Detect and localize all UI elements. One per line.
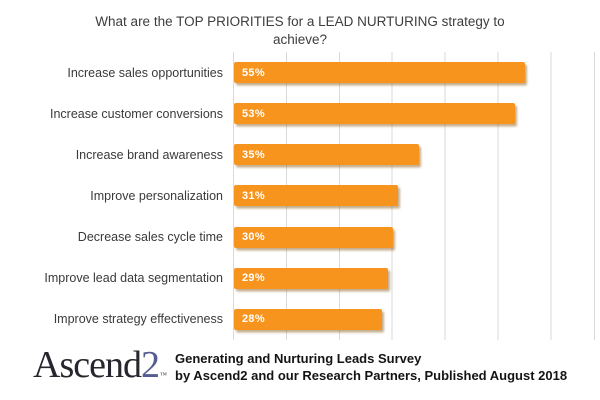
logo-text: Ascend xyxy=(33,344,142,386)
bar-value-label: 28% xyxy=(242,313,265,326)
bar: 55% xyxy=(234,62,526,84)
bar-rows: 55% 53% 35% 31% 30% 29% 28% xyxy=(234,52,594,340)
category-label: Increase customer conversions xyxy=(50,106,223,121)
bar-row: 30% xyxy=(234,217,594,258)
category-label: Improve lead data segmentation xyxy=(44,271,223,286)
bar-row: 29% xyxy=(234,258,594,299)
bar-row: 31% xyxy=(234,175,594,216)
bar-value-label: 55% xyxy=(242,66,265,79)
credit-line-1: Generating and Nurturing Leads Survey xyxy=(175,351,422,366)
bar-value-label: 53% xyxy=(242,107,265,120)
trademark-symbol: ™ xyxy=(159,371,167,379)
footer: Ascend2™ Generating and Nurturing Leads … xyxy=(0,343,600,400)
chart-title: What are the TOP PRIORITIES for a LEAD N… xyxy=(95,14,505,47)
bar: 31% xyxy=(234,185,399,207)
credit-line-2: by Ascend2 and our Research Partners, Pu… xyxy=(175,367,568,383)
bar: 35% xyxy=(234,144,420,166)
logo-number: 2 xyxy=(140,344,160,386)
bar: 28% xyxy=(234,308,383,330)
bar-value-label: 29% xyxy=(242,272,265,285)
category-label: Increase brand awareness xyxy=(75,147,223,162)
category-label: Increase sales opportunities xyxy=(67,65,223,80)
category-label: Improve strategy effectiveness xyxy=(53,312,223,327)
bar: 30% xyxy=(234,226,393,248)
bar-row: 55% xyxy=(234,52,594,93)
category-label: Improve personalization xyxy=(90,188,223,203)
bar: 53% xyxy=(234,103,515,125)
bar: 29% xyxy=(234,267,388,289)
bar-value-label: 30% xyxy=(242,231,265,244)
category-labels: Increase sales opportunities Increase cus… xyxy=(0,52,223,340)
survey-credit: Generating and Nurturing Leads Survey by… xyxy=(175,351,567,384)
bar-value-label: 35% xyxy=(242,148,265,161)
bar-row: 28% xyxy=(234,299,594,340)
plot-area: 55% 53% 35% 31% 30% 29% 28% xyxy=(233,52,595,340)
bar-row: 35% xyxy=(234,134,594,175)
category-label: Decrease sales cycle time xyxy=(77,230,223,245)
ascend2-logo: Ascend2™ xyxy=(33,343,167,387)
bar-row: 53% xyxy=(234,93,594,134)
bar-value-label: 31% xyxy=(242,189,265,202)
